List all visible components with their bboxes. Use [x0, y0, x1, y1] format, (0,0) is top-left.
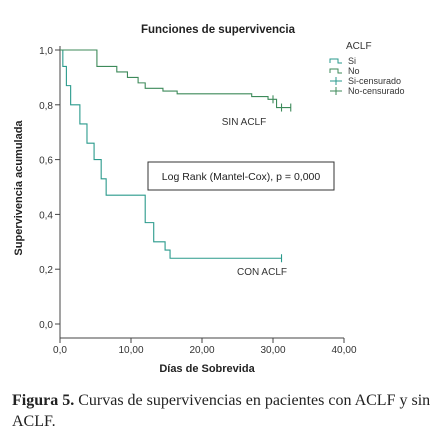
caption-text: Curvas de supervivencias en pacientes co… — [12, 392, 431, 430]
annotation: Log Rank (Mantel-Cox), p = 0,000 — [147, 161, 335, 191]
annotation-text: Log Rank (Mantel-Cox), p = 0,000 — [162, 171, 321, 183]
legend-title: ACLF — [346, 41, 372, 52]
legend-swatch — [329, 68, 342, 74]
caption-label: Figura 5. — [12, 392, 75, 409]
chart-title: Funciones de supervivencia — [141, 24, 296, 36]
label-sin-aclf: SIN ACLF — [222, 117, 266, 128]
legend-entry: No-censurado — [348, 86, 405, 96]
survival-curve-si — [60, 49, 282, 259]
y-tick-label: 0,8 — [39, 101, 53, 112]
x-tick-label: 20,00 — [189, 345, 214, 356]
legend-entry: Si — [348, 56, 356, 66]
legend-swatch — [329, 58, 342, 64]
y-axis-label: Supervivencia acumulada — [13, 120, 25, 256]
annotation-box — [147, 161, 335, 191]
y-tick-label: 0,6 — [39, 156, 53, 167]
figure-caption: Figura 5. Curvas de supervivencias en pa… — [12, 390, 432, 432]
chart-axes: 0,0 0,2 0,4 0,6 0,8 1,0 0,0 10,00 20,00 30,00 40,0… — [39, 46, 357, 356]
y-tick-label: 0,2 — [39, 265, 53, 276]
y-tick-label: 0,4 — [39, 210, 53, 221]
curve-labels: SIN ACLF CON ACLF — [222, 117, 287, 278]
legend-entry: Si-censurado — [348, 76, 401, 86]
y-tick-label: 1,0 — [39, 46, 53, 57]
survival-curve-no — [60, 49, 291, 109]
x-tick-label: 10,00 — [118, 345, 143, 356]
legend-entry: No — [348, 66, 360, 76]
survival-chart: Funciones de supervivencia 0,00,20,40,60… — [13, 24, 405, 375]
x-axis-label: Días de Sobrevida — [159, 363, 255, 375]
x-tick-label: 30,00 — [260, 345, 285, 356]
x-tick-label: 0,0 — [53, 345, 67, 356]
survival-curves — [60, 49, 292, 263]
y-tick-label: 0,0 — [39, 320, 53, 331]
label-con-aclf: CON ACLF — [237, 267, 287, 278]
x-tick-label: 40,00 — [331, 345, 356, 356]
